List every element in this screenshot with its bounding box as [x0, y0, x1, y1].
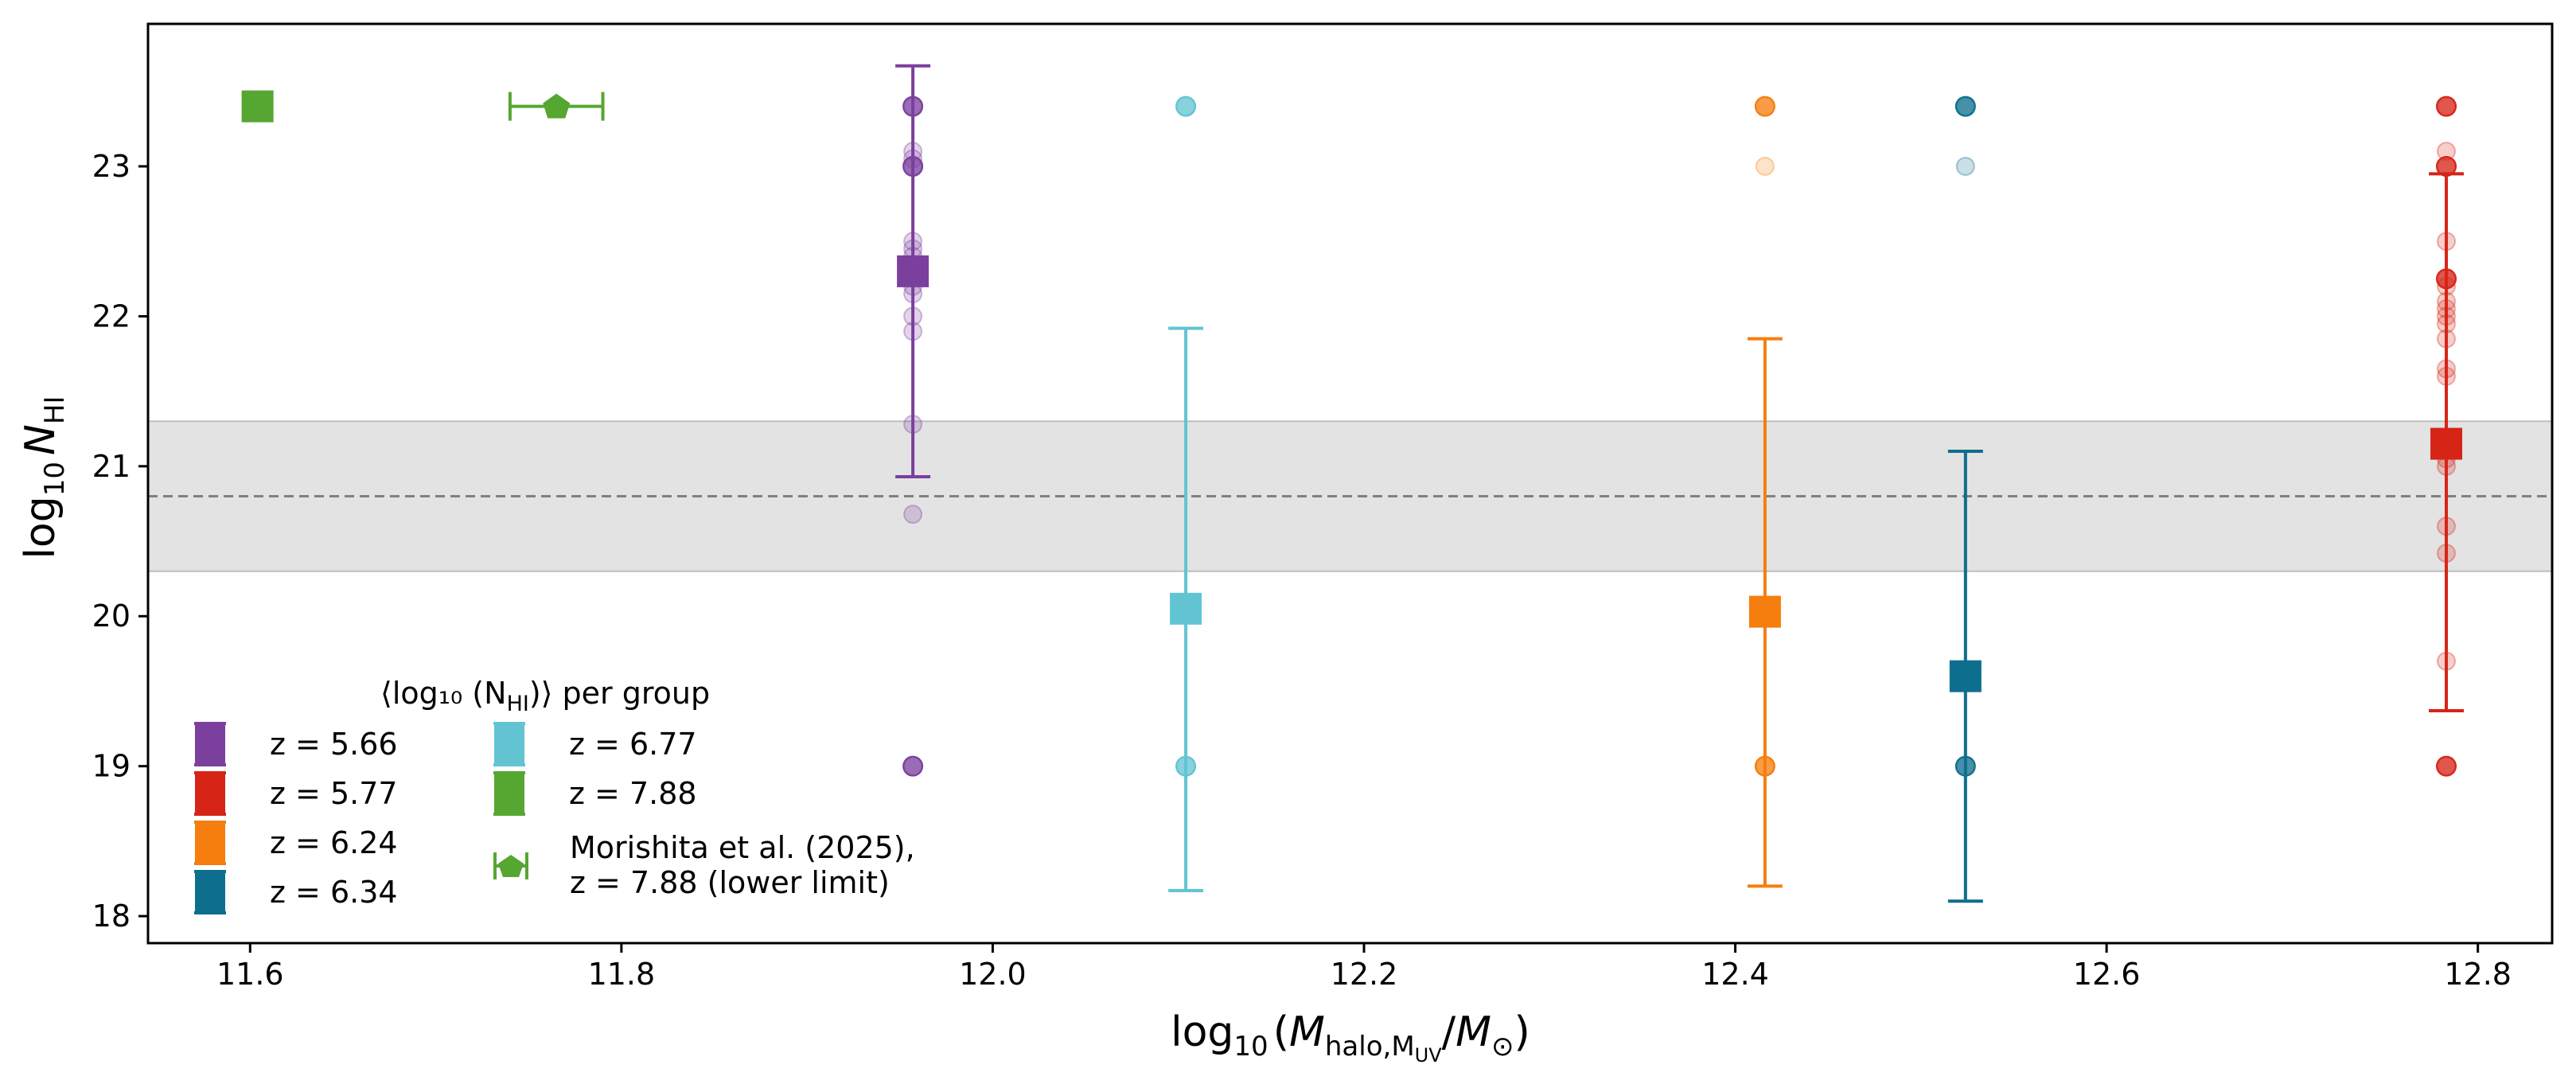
- legend-column-2: z = 6.77 z = 7.88: [493, 722, 697, 816]
- y-tick-label: 20: [92, 599, 131, 634]
- mean-marker-z566: [897, 255, 929, 287]
- mean-marker-z634: [1949, 660, 1982, 692]
- x-axis-label: log10 (Mhalo,MUV/M⊙): [1171, 1008, 1530, 1066]
- legend-swatch-z677: [494, 725, 524, 763]
- mean-marker-z677: [1170, 592, 1202, 625]
- x-tick-label: 11.8: [588, 957, 656, 992]
- point-z566: [903, 505, 923, 524]
- x-tick-label: 11.6: [216, 957, 284, 992]
- legend-swatch-z577: [195, 774, 225, 813]
- mean-marker-z577: [2430, 427, 2463, 460]
- x-tick-label: 12.6: [2073, 957, 2141, 992]
- morishita-marker: [543, 93, 571, 119]
- legend-entry-morishita: Morishita et al. (2025), z = 7.88 (lower…: [493, 830, 915, 900]
- legend-swatch-z634: [195, 873, 225, 911]
- y-tick-label: 22: [92, 298, 131, 333]
- legend-morishita-pentagon: [498, 855, 524, 877]
- legend-column-1: z = 5.66 z = 5.77 z = 6.24 z = 6.34: [194, 722, 398, 914]
- legend: ⟨log₁₀ (NHI)⟩ per group z = 5.66 z = 5.77…: [194, 676, 915, 914]
- legend-label-z577: z = 5.77: [270, 776, 398, 811]
- y-tick-label: 23: [92, 149, 131, 184]
- legend-label-z677: z = 6.77: [569, 727, 697, 762]
- legend-label-z634: z = 6.34: [270, 875, 398, 910]
- y-tick-label: 18: [92, 899, 131, 934]
- legend-label-z566: z = 5.66: [270, 727, 398, 762]
- mean-marker-z624: [1748, 595, 1781, 628]
- axes: 11.6 11.8 12.0 12.2 12.4 12.6 12.8 18 19 20 21 22 23: [92, 22, 2554, 992]
- plot-frame: [146, 22, 2554, 945]
- x-tick-label: 12.8: [2444, 957, 2512, 992]
- legend-title: ⟨log₁₀ (NHI)⟩ per group: [380, 676, 710, 716]
- point-highlight-z677: [1175, 96, 1197, 117]
- y-tick-label: 21: [92, 449, 131, 484]
- point-highlight-z634: [1954, 96, 1976, 117]
- x-tick-label: 12.2: [1331, 957, 1398, 992]
- legend-morishita-line2: z = 7.88 (lower limit): [570, 865, 890, 900]
- point-z634: [1955, 156, 1975, 176]
- legend-morishita-line1: Morishita et al. (2025),: [570, 830, 915, 865]
- point-highlight-z577: [2436, 96, 2457, 117]
- y-axis-label: log10NHI: [17, 396, 71, 559]
- point-highlight-z577: [2436, 755, 2457, 777]
- y-tick-label: 19: [92, 749, 131, 784]
- legend-label-z624: z = 6.24: [270, 825, 398, 860]
- legend-label-z788: z = 7.88: [569, 776, 697, 811]
- x-tick-label: 12.4: [1701, 957, 1769, 992]
- mean-marker-z788: [241, 90, 274, 123]
- plot-area: [147, 64, 2553, 903]
- point-z624: [1755, 156, 1775, 176]
- legend-swatch-z624: [195, 824, 225, 862]
- x-tick-label: 12.0: [959, 957, 1027, 992]
- legend-swatch-z788: [494, 774, 524, 813]
- point-highlight-z566: [902, 755, 924, 777]
- legend-swatch-z566: [195, 725, 225, 763]
- point-highlight-z624: [1754, 96, 1775, 117]
